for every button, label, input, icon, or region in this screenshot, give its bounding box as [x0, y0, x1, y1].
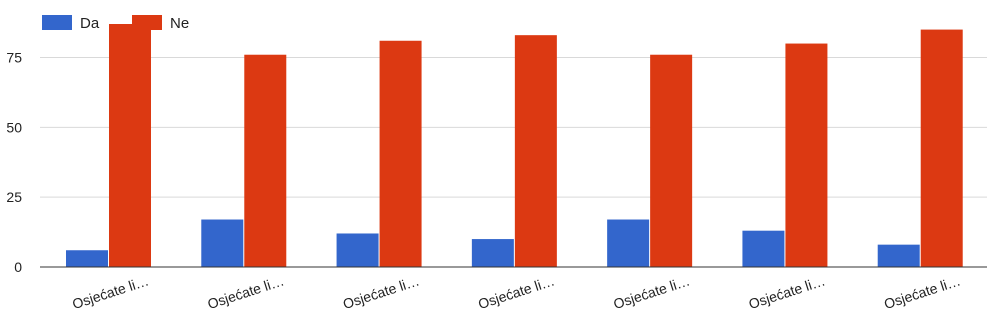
bar-da-4[interactable] [471, 239, 514, 267]
y-tick-label: 50 [6, 119, 22, 135]
bar-ne-7[interactable] [920, 29, 963, 267]
legend-swatch-da [42, 15, 72, 30]
x-tick-label: Osjećate li… [611, 272, 691, 312]
axes: 0 25 50 75 Osjećate li… Osjećate li… Osjećate … [6, 50, 987, 312]
x-tick-label: Osjećate li… [747, 272, 827, 312]
bar-da-6[interactable] [742, 230, 785, 267]
legend-label-ne: Ne [170, 15, 189, 32]
gridlines [40, 57, 987, 198]
x-tick-label: Osjećate li… [70, 272, 150, 312]
bar-da-5[interactable] [607, 219, 650, 267]
y-tick-label: 75 [6, 50, 22, 66]
bar-ne-6[interactable] [785, 43, 828, 267]
legend-swatch-ne [132, 15, 162, 30]
bar-ne-2[interactable] [244, 54, 287, 267]
bar-da-2[interactable] [201, 219, 244, 267]
x-tick-label: Osjećate li… [476, 272, 556, 312]
x-tick-label: Osjećate li… [206, 272, 286, 312]
bars [66, 24, 963, 268]
x-tick-label: Osjećate li… [882, 272, 962, 312]
bar-ne-3[interactable] [379, 40, 422, 267]
bar-ne-5[interactable] [650, 54, 693, 267]
legend-label-da: Da [80, 15, 100, 32]
bar-da-3[interactable] [336, 233, 379, 267]
bar-da-7[interactable] [877, 244, 920, 267]
y-tick-label: 0 [14, 259, 22, 275]
legend: Da Ne [42, 15, 189, 32]
bar-ne-1[interactable] [109, 24, 151, 267]
bar-ne-4[interactable] [514, 35, 557, 268]
bar-da-1[interactable] [66, 250, 108, 267]
y-tick-label: 25 [6, 189, 22, 205]
x-tick-label: Osjećate li… [341, 272, 421, 312]
